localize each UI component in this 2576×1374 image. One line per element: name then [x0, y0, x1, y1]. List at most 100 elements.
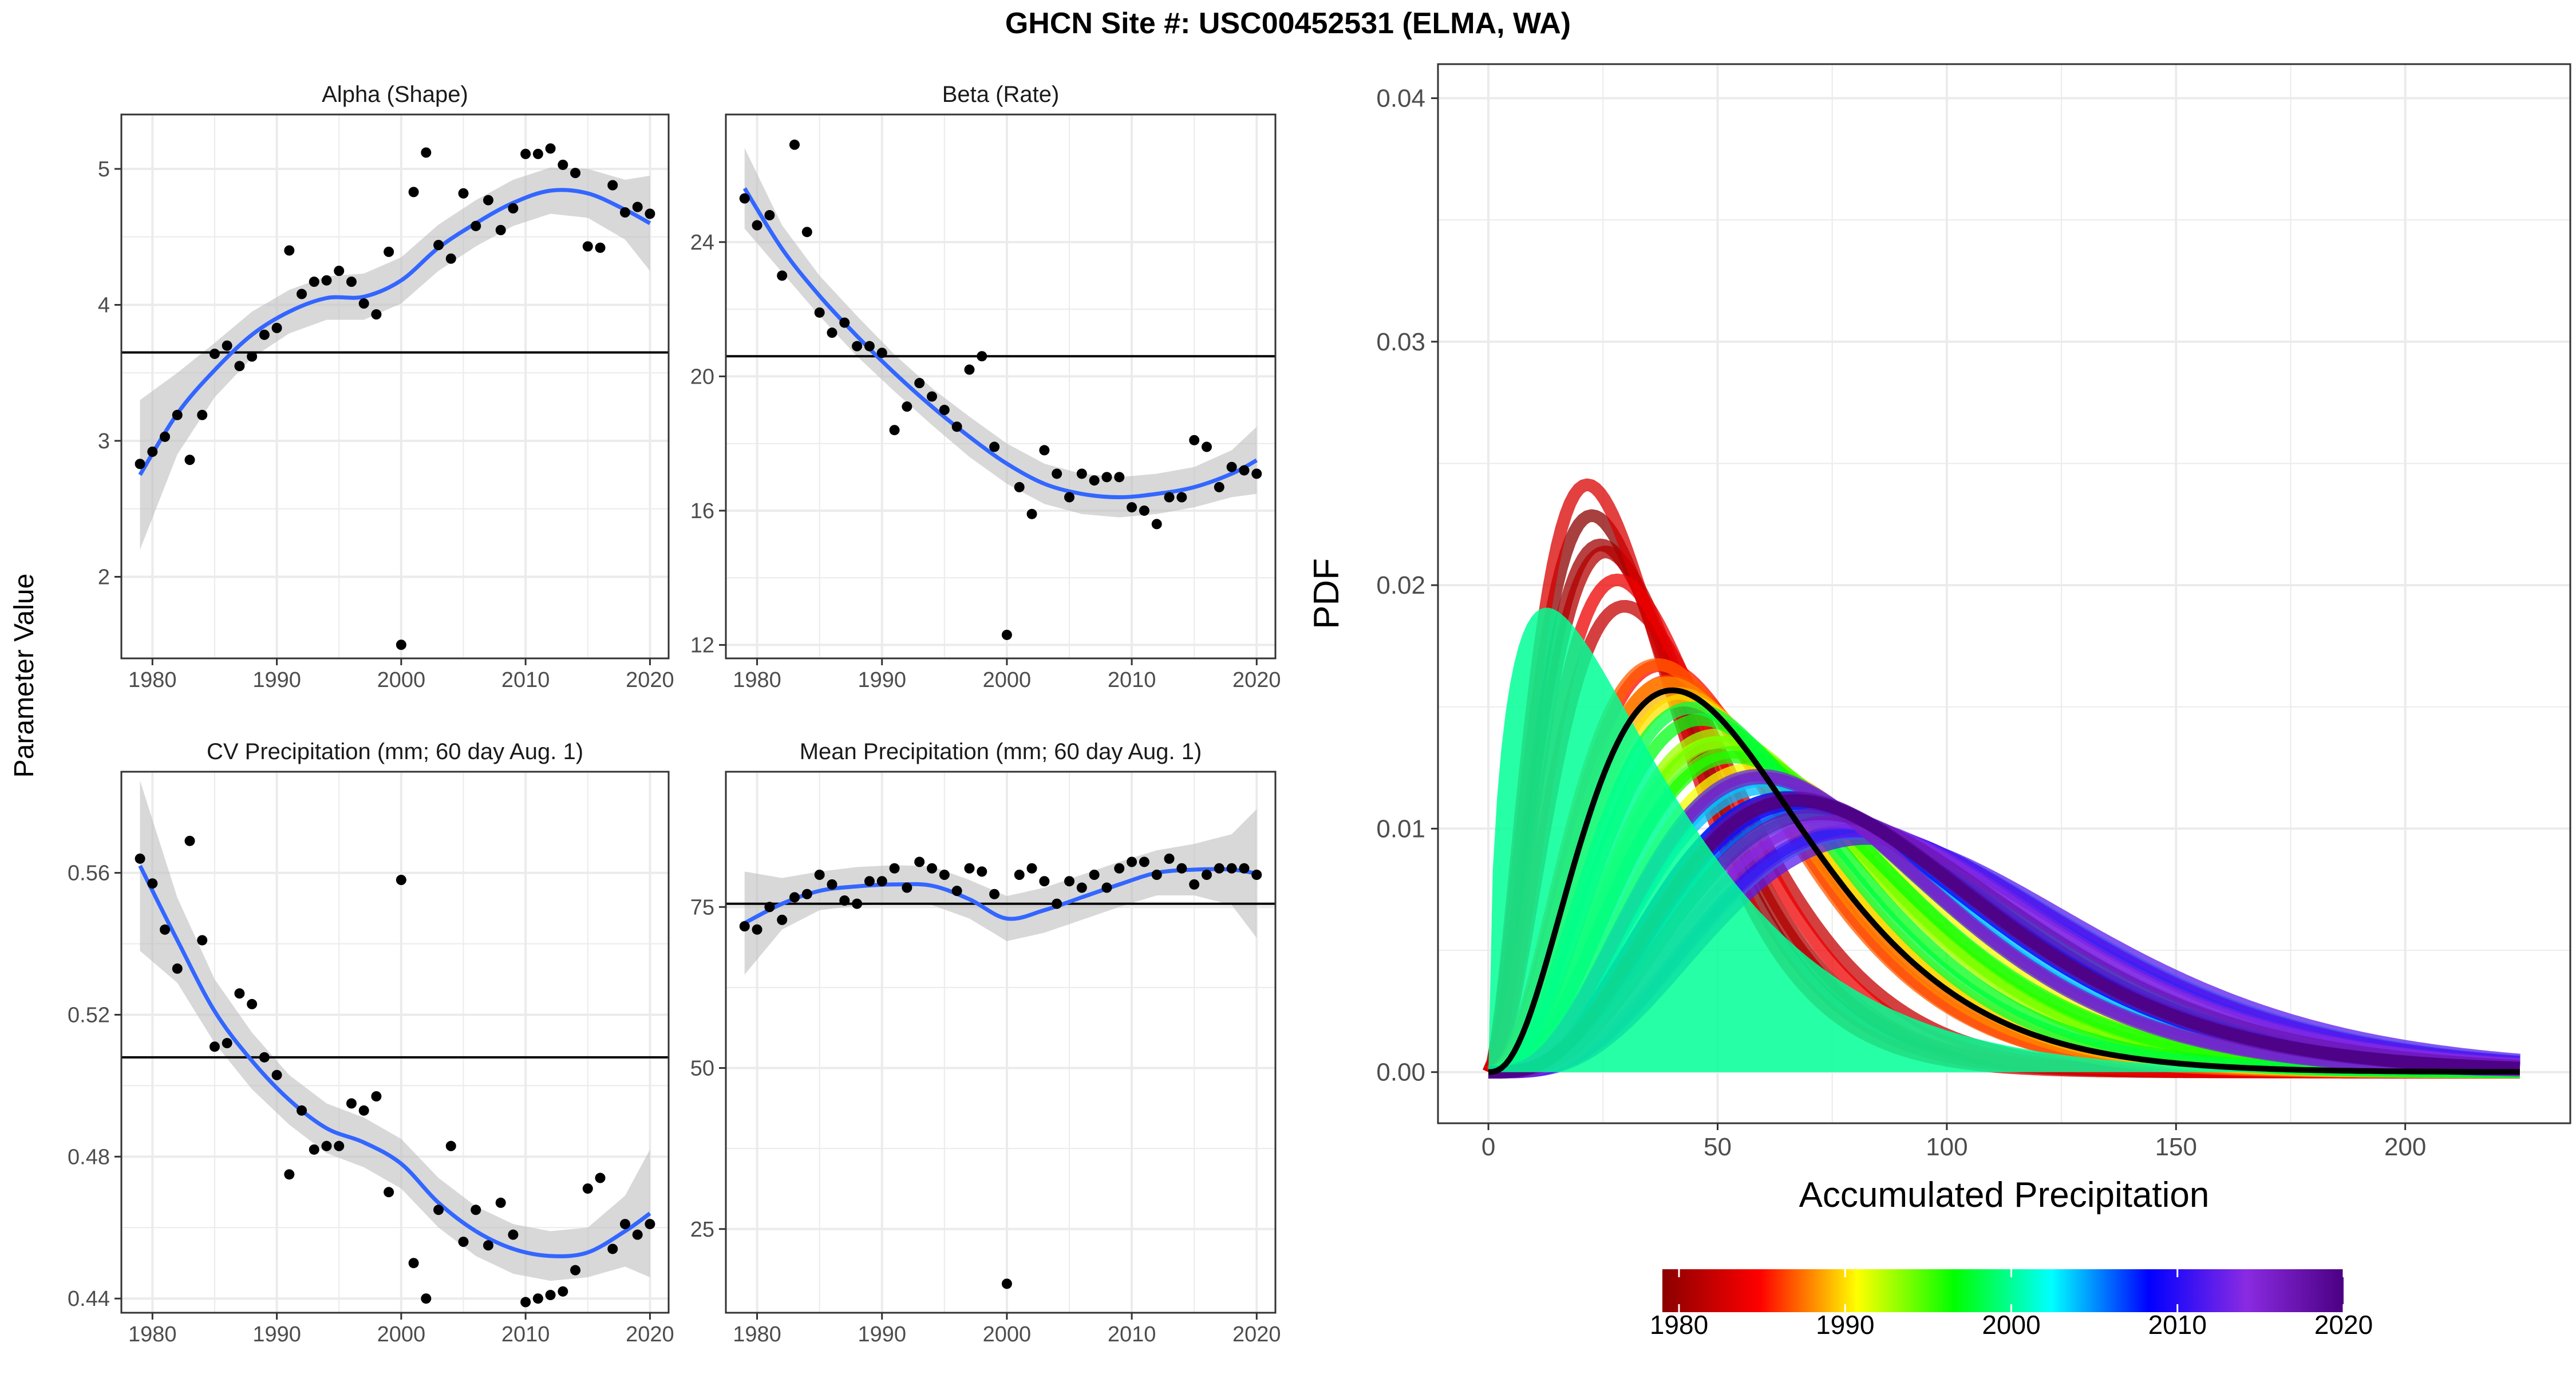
data-point	[309, 1144, 319, 1155]
data-point	[371, 309, 382, 320]
y-tick-label: 16	[690, 499, 714, 523]
data-point	[147, 878, 158, 889]
data-point	[1052, 898, 1062, 909]
data-point	[532, 148, 543, 159]
data-point	[271, 322, 282, 333]
panel-background	[726, 114, 1275, 658]
data-point	[259, 329, 270, 340]
data-point	[471, 220, 481, 231]
panel-title: Mean Precipitation (mm; 60 day Aug. 1)	[800, 739, 1202, 764]
panel-border	[725, 113, 1277, 660]
data-point	[789, 139, 800, 150]
data-point	[1001, 1278, 1012, 1289]
data-point	[939, 405, 950, 416]
data-point	[396, 639, 406, 650]
x-tick-label: 1980	[128, 1322, 177, 1347]
x-tick-label: 2020	[626, 668, 674, 692]
x-axis-label: Accumulated Precipitation	[1799, 1175, 2210, 1215]
data-point	[977, 866, 987, 877]
x-tick-label: 2000	[377, 1322, 426, 1347]
data-point	[889, 425, 900, 436]
loess-smooth-line	[138, 188, 651, 476]
y-tick-label: 0.44	[68, 1287, 110, 1311]
data-point	[358, 298, 369, 309]
data-point	[1189, 435, 1200, 445]
data-point	[1127, 856, 1137, 867]
data-point	[1226, 461, 1237, 472]
data-point	[334, 1140, 345, 1151]
data-point	[1151, 870, 1162, 880]
data-point	[1076, 882, 1087, 893]
data-point	[197, 409, 208, 420]
data-point	[1114, 472, 1125, 483]
data-point	[632, 202, 643, 212]
data-point	[619, 207, 630, 218]
data-point	[421, 1293, 432, 1304]
x-tick-label: 2000	[983, 668, 1032, 692]
data-point	[321, 1140, 332, 1151]
data-point	[172, 409, 183, 420]
y-tick-label: 0.48	[68, 1145, 110, 1169]
panel-title: Beta (Rate)	[942, 82, 1060, 107]
data-point	[271, 1069, 282, 1080]
data-point	[284, 1169, 295, 1180]
y-tick-label: 0.56	[68, 862, 110, 886]
data-point	[827, 879, 837, 890]
data-point	[471, 1205, 481, 1215]
data-point	[777, 270, 788, 281]
data-point	[184, 455, 195, 465]
data-point	[1014, 870, 1025, 880]
data-point	[1202, 441, 1212, 452]
data-point	[964, 364, 975, 375]
data-point	[334, 266, 345, 277]
x-tick-label: 1990	[252, 1322, 301, 1347]
data-point	[1214, 863, 1224, 874]
data-point	[508, 203, 519, 214]
data-point	[222, 340, 232, 351]
y-axis-label: PDF	[1307, 558, 1346, 629]
y-tick-label: 0.04	[1376, 85, 1425, 113]
x-tick-label: 0	[1481, 1133, 1495, 1161]
data-point	[1251, 468, 1262, 479]
data-point	[801, 227, 812, 238]
data-point	[864, 876, 875, 887]
colorbar-tick-label: 1990	[1816, 1310, 1874, 1340]
data-point	[1114, 863, 1125, 874]
x-tick-label: 2020	[1232, 1322, 1281, 1347]
data-point	[520, 1297, 531, 1308]
data-point	[570, 1265, 581, 1276]
data-point	[445, 253, 456, 264]
data-point	[1064, 876, 1074, 887]
data-point	[582, 1183, 593, 1194]
y-tick-label: 25	[690, 1218, 714, 1242]
overall-pdf-curve	[1488, 687, 2520, 1075]
data-point	[964, 863, 975, 874]
data-point	[209, 349, 220, 359]
data-point	[1076, 468, 1087, 479]
data-point	[927, 863, 937, 874]
data-point	[1101, 472, 1112, 483]
data-point	[495, 1197, 506, 1208]
data-point	[483, 1240, 493, 1251]
data-point	[234, 988, 245, 999]
panel-border	[725, 771, 1277, 1314]
data-point	[1202, 870, 1212, 880]
data-point	[172, 963, 183, 974]
data-point	[458, 1237, 469, 1247]
data-point	[739, 921, 750, 931]
colorbar-bar	[1662, 1269, 2344, 1312]
y-tick-label: 0.52	[68, 1003, 110, 1027]
data-point	[914, 856, 925, 867]
data-point	[297, 1105, 307, 1116]
panel-border	[120, 113, 670, 660]
data-point	[421, 147, 432, 158]
data-point	[814, 307, 825, 318]
data-point	[927, 391, 937, 402]
shared-y-axis-label: Parameter Value	[9, 574, 39, 778]
x-tick-label: 2000	[983, 1322, 1032, 1347]
data-point	[814, 870, 825, 880]
data-point	[483, 195, 493, 206]
y-tick-label: 20	[690, 365, 714, 389]
x-tick-label: 2000	[377, 668, 426, 692]
data-point	[1089, 870, 1100, 880]
